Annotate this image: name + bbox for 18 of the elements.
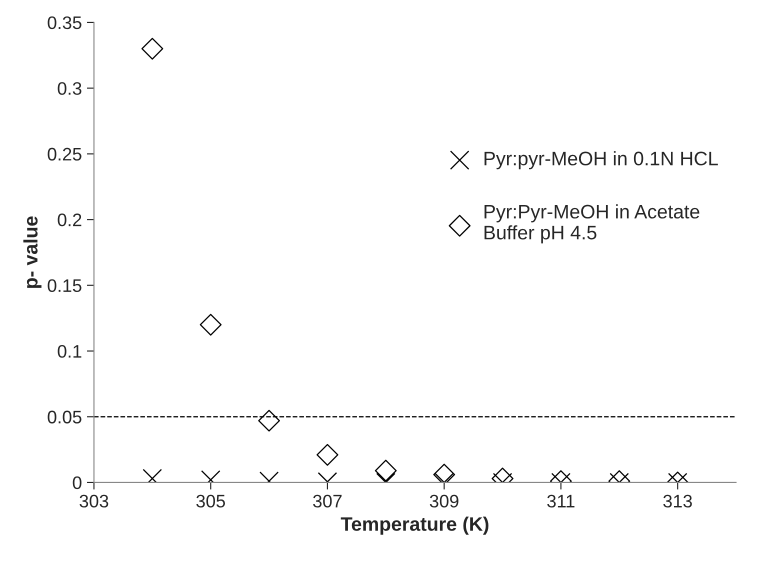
y-tick-label: 0.05	[48, 410, 82, 424]
y-tick-label: 0.35	[48, 16, 82, 30]
y-axis-title: p- value	[23, 216, 42, 288]
legend-label: Pyr:Pyr-MeOH in Acetate Buffer pH 4.5	[484, 204, 700, 244]
x-axis-title: Temperature (K)	[340, 516, 488, 535]
legend-label: Pyr:pyr-MeOH in 0.1N HCL	[484, 151, 718, 170]
x-tick-label: 307	[313, 494, 342, 508]
x-tick-label: 309	[430, 494, 458, 508]
y-tick-label: 0.2	[58, 214, 82, 226]
x-tick-label: 311	[547, 494, 574, 508]
y-tick-label: 0.3	[58, 82, 82, 95]
x-tick-label: 313	[663, 494, 692, 508]
x-tick-label: 303	[80, 494, 108, 508]
y-tick-label: 0.1	[58, 344, 82, 358]
y-tick-label: 0.25	[48, 148, 82, 161]
x-tick-label: 305	[196, 494, 226, 508]
y-tick-label: 0.15	[48, 279, 82, 292]
y-tick-label: 0	[72, 476, 82, 490]
